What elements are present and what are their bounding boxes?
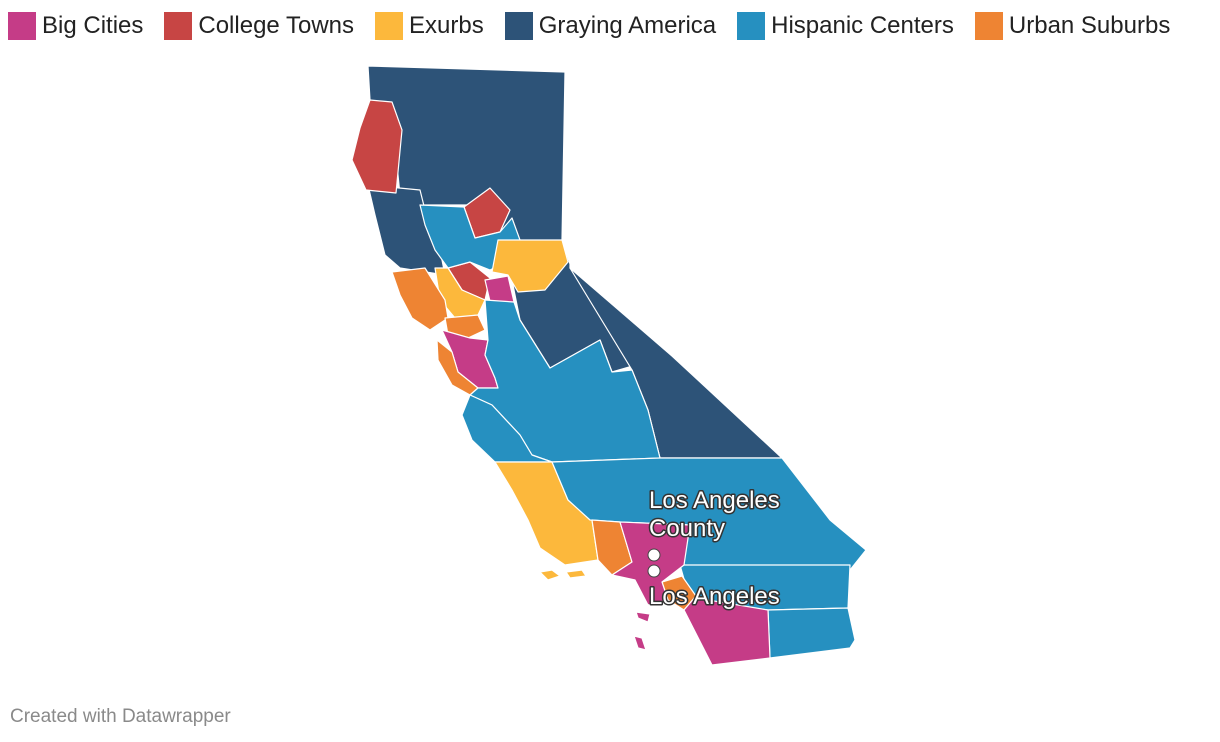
legend-item-college-towns[interactable]: College Towns [164, 12, 354, 40]
channel-islands-east[interactable] [565, 569, 587, 579]
legend-item-exurbs[interactable]: Exurbs [375, 12, 484, 40]
legend-swatch [974, 12, 1003, 40]
legend-swatch [737, 12, 766, 40]
legend-swatch [164, 12, 193, 40]
legend-item-urban-suburbs[interactable]: Urban Suburbs [974, 12, 1171, 40]
legend-swatch [504, 12, 533, 40]
marker-label-los-angeles: Los Angeles [649, 583, 780, 610]
marker-label-la-county-line1: Los Angeles [649, 487, 780, 514]
credit-text: Created with Datawrapper [10, 706, 231, 727]
legend-label: College Towns [198, 12, 355, 39]
county-imperial[interactable] [767, 607, 856, 659]
legend-label: Hispanic Centers [771, 12, 954, 39]
legend-label: Urban Suburbs [1008, 12, 1171, 39]
legend-item-hispanic-centers[interactable]: Hispanic Centers [737, 12, 954, 40]
county-humboldt[interactable] [351, 99, 403, 194]
county-san-diego[interactable] [683, 595, 771, 666]
legend-item-graying-america[interactable]: Graying America [504, 12, 717, 40]
county-foothills[interactable] [491, 239, 569, 293]
marker-dot-los-angeles[interactable] [647, 564, 661, 578]
legend-item-big-cities[interactable]: Big Cities [8, 12, 143, 40]
legend-swatch [8, 12, 36, 40]
catalina-island[interactable] [635, 611, 651, 623]
channel-islands[interactable] [539, 569, 561, 581]
san-clemente-island[interactable] [633, 635, 647, 651]
legend-label: Exurbs [409, 12, 484, 39]
legend-label: Graying America [538, 12, 717, 39]
marker-label-la-county-line2: County [649, 515, 725, 542]
legend: Big Cities College Towns Exurbs Graying … [8, 12, 1191, 40]
legend-swatch [375, 12, 404, 40]
marker-dot-la-county[interactable] [647, 548, 661, 562]
county-sonoma-marin[interactable] [391, 267, 449, 331]
legend-label: Big Cities [42, 12, 144, 39]
county-los-angeles[interactable] [611, 521, 691, 606]
